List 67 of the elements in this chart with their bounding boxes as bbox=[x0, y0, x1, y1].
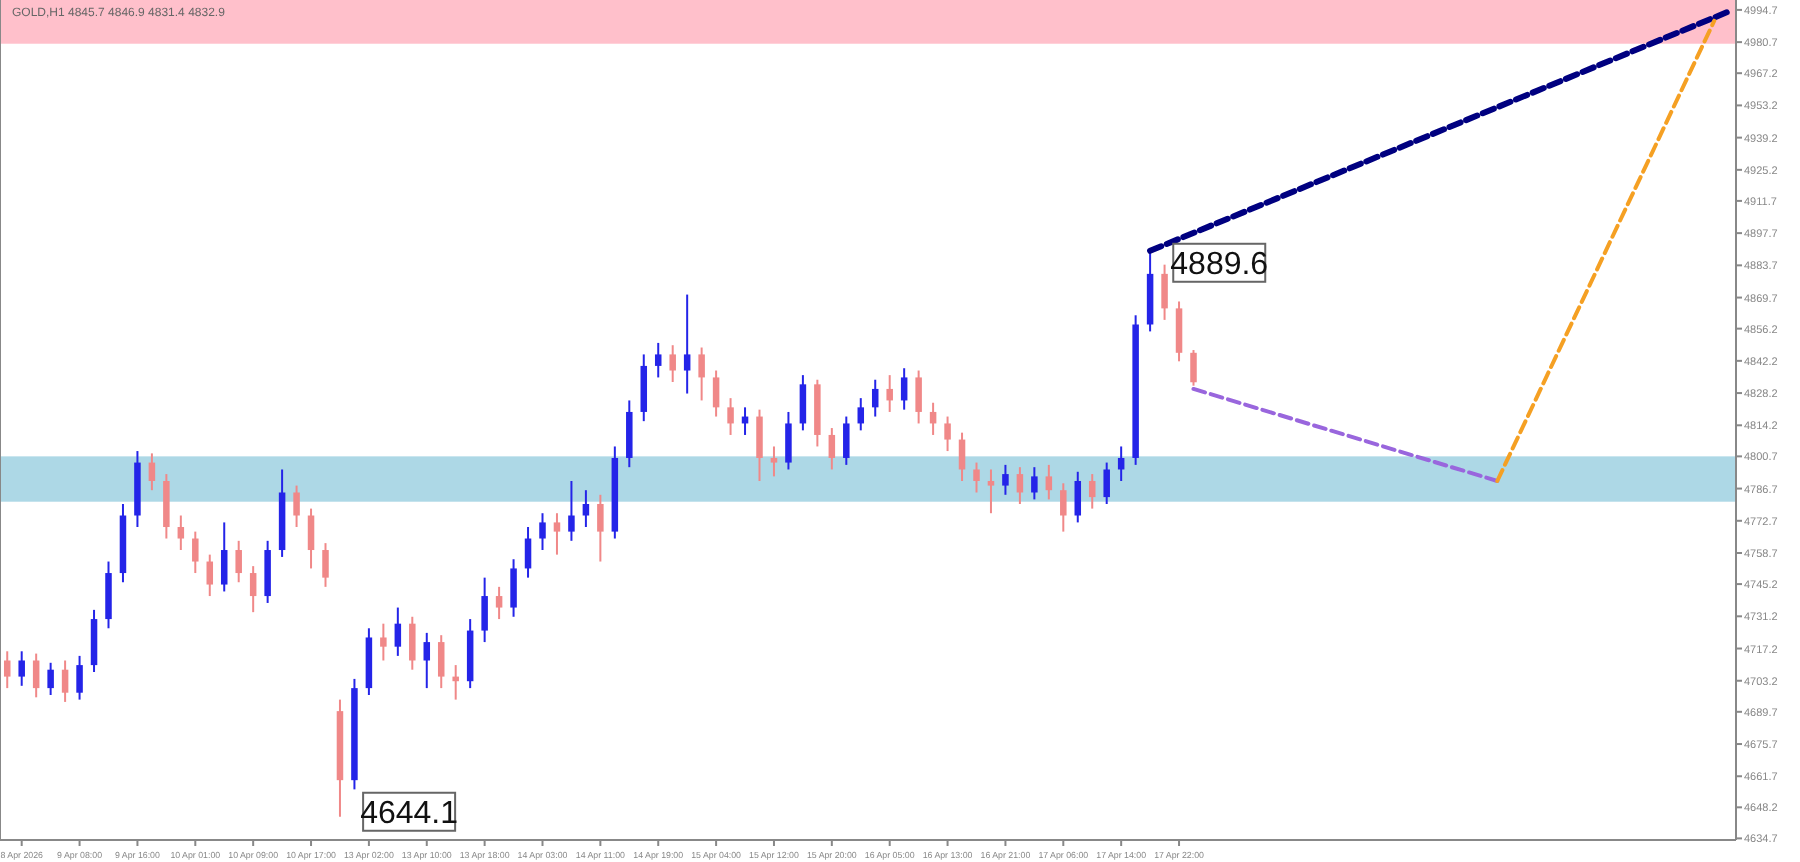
candlestick bbox=[510, 558, 517, 618]
candlestick bbox=[409, 615, 416, 671]
candlestick bbox=[1074, 470, 1082, 524]
candlestick bbox=[973, 461, 980, 494]
candlestick bbox=[32, 652, 40, 699]
candlestick bbox=[654, 341, 662, 379]
candlestick bbox=[3, 650, 11, 690]
candlestick bbox=[192, 530, 199, 575]
candlestick bbox=[944, 415, 951, 453]
candlestick bbox=[481, 576, 488, 644]
candlestick bbox=[568, 479, 575, 542]
candlestick bbox=[871, 378, 879, 418]
candlestick bbox=[220, 521, 228, 593]
candlestick bbox=[105, 560, 112, 630]
candlestick bbox=[843, 415, 850, 466]
candlestick bbox=[76, 654, 83, 701]
candlestick bbox=[900, 367, 908, 411]
candlestick bbox=[1002, 463, 1009, 496]
candlestick bbox=[1045, 463, 1053, 501]
candlestick bbox=[437, 634, 445, 690]
candlestick bbox=[1016, 466, 1024, 505]
candlestick bbox=[293, 484, 300, 529]
candlestick bbox=[495, 585, 503, 621]
candlestick bbox=[597, 493, 604, 563]
candlestick bbox=[1175, 300, 1183, 363]
candlestick bbox=[582, 489, 590, 529]
candlestick bbox=[1088, 473, 1096, 510]
candlestick bbox=[626, 399, 633, 469]
candlestick bbox=[1190, 349, 1197, 387]
candlestick bbox=[380, 622, 387, 662]
candlestick bbox=[322, 542, 329, 588]
candlestick bbox=[1060, 482, 1067, 533]
candlestick bbox=[828, 427, 836, 471]
candlestick bbox=[307, 507, 315, 570]
candlestick bbox=[756, 408, 763, 482]
candlestick bbox=[90, 608, 98, 673]
candlestick bbox=[235, 539, 242, 584]
candlestick bbox=[539, 512, 546, 552]
candlestick bbox=[47, 661, 54, 697]
candlestick bbox=[683, 293, 691, 395]
candlestick bbox=[785, 410, 792, 471]
candlestick bbox=[727, 397, 734, 436]
candlestick bbox=[640, 353, 648, 423]
candlestick bbox=[770, 445, 778, 478]
candlestick bbox=[1161, 263, 1168, 321]
candlestick bbox=[163, 473, 170, 540]
candlestick bbox=[206, 553, 214, 598]
candlestick bbox=[669, 344, 676, 384]
candlestick bbox=[698, 346, 705, 402]
candlestick bbox=[857, 397, 865, 432]
candlestick bbox=[553, 512, 561, 556]
candlestick bbox=[423, 631, 431, 690]
candlestick bbox=[452, 664, 459, 701]
candlestick bbox=[915, 369, 922, 425]
candlestick bbox=[799, 374, 807, 432]
candlestick bbox=[987, 468, 995, 515]
candlestick bbox=[712, 369, 720, 418]
candlestick bbox=[394, 606, 402, 657]
candlestick bbox=[886, 374, 893, 413]
candlestick bbox=[148, 452, 156, 492]
candlestick bbox=[18, 650, 25, 687]
candlestick bbox=[177, 514, 185, 552]
candlestick bbox=[264, 539, 271, 604]
candlestick bbox=[1103, 461, 1110, 505]
candlestick bbox=[61, 659, 69, 703]
candlestick bbox=[249, 565, 257, 614]
candlestick bbox=[1031, 466, 1038, 501]
